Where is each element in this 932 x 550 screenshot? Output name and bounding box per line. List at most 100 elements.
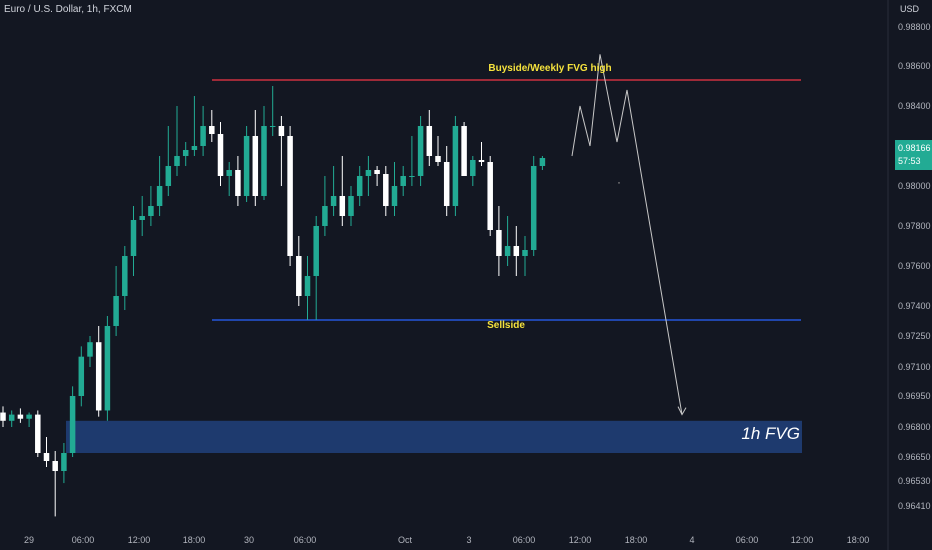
candle-body	[313, 226, 319, 276]
y-tick-label: 0.97600	[898, 261, 931, 271]
candle-body	[504, 246, 511, 256]
current-price-tag[interactable]: 0.98166 57:53	[895, 140, 932, 170]
candle-body	[461, 126, 467, 176]
candle-body	[95, 342, 102, 411]
candle-body	[165, 166, 172, 186]
x-tick-label: 12:00	[128, 535, 151, 545]
candle-body	[139, 216, 145, 220]
candles	[0, 86, 620, 517]
x-tick-label: 29	[24, 535, 34, 545]
y-tick-label: 0.96800	[898, 422, 931, 432]
candle-body	[217, 134, 224, 176]
x-tick-label: 4	[689, 535, 694, 545]
candle-body	[417, 126, 424, 176]
y-tick-label: 0.96650	[898, 452, 931, 462]
x-tick-label: 06:00	[72, 535, 95, 545]
candle-body	[522, 250, 528, 256]
candle-body	[443, 162, 450, 206]
y-tick-label: 0.96950	[898, 391, 931, 401]
y-tick-label: 0.97400	[898, 301, 931, 311]
marker-dot	[618, 182, 620, 184]
fvg-label: 1h FVG	[741, 424, 800, 443]
bar-countdown: 57:53	[898, 156, 921, 166]
x-tick-label: 3	[466, 535, 471, 545]
candle-body	[365, 170, 372, 176]
candle-body	[435, 156, 441, 162]
candle-body	[209, 126, 215, 134]
candle-body	[122, 256, 128, 296]
candle-body	[426, 126, 433, 156]
candle-body	[8, 414, 15, 421]
candle-body	[287, 136, 293, 256]
candle-body	[26, 414, 32, 419]
candle-body	[113, 296, 119, 326]
x-tick-label: 18:00	[625, 535, 648, 545]
sellside-label: Sellside	[487, 320, 525, 331]
candle-body	[539, 158, 546, 166]
candle-body	[278, 126, 285, 136]
candle-body	[339, 196, 346, 216]
candle-body	[513, 246, 520, 256]
currency-label: USD	[900, 4, 920, 14]
candle-body	[52, 461, 58, 471]
x-tick-label: 06:00	[513, 535, 536, 545]
candle-body	[383, 174, 389, 206]
candle-body	[235, 170, 241, 196]
candle-body	[409, 176, 415, 177]
projection-arrowhead	[677, 406, 687, 416]
candle-body	[252, 136, 259, 196]
x-tick-label: 30	[244, 535, 254, 545]
candle-body	[191, 146, 198, 150]
x-tick-label: 12:00	[791, 535, 814, 545]
candle-body	[269, 126, 276, 127]
candle-body	[478, 160, 485, 162]
candle-body	[496, 230, 502, 256]
candle-body	[156, 186, 163, 206]
x-tick-label: 06:00	[736, 535, 759, 545]
y-tick-label: 0.96530	[898, 476, 931, 486]
candle-body	[304, 276, 311, 296]
time-axis[interactable]: 29 06:00 12:00 18:00 30 06:00 Oct 3 06:00 12:00 18…	[24, 535, 869, 545]
x-tick-label: 06:00	[294, 535, 317, 545]
candle-body	[174, 156, 180, 166]
y-tick-label: 0.97250	[898, 331, 931, 341]
candle-body	[470, 160, 476, 176]
candle-body	[330, 196, 337, 206]
candle-body	[530, 166, 537, 250]
candle-body	[391, 186, 398, 206]
y-tick-label: 0.98000	[898, 181, 931, 191]
candle-body	[296, 256, 302, 296]
candle-body	[43, 453, 50, 461]
projection-path	[571, 54, 683, 415]
candle-body	[226, 170, 232, 176]
candle-body	[0, 412, 6, 421]
x-tick-label: 18:00	[183, 535, 206, 545]
candle-body	[35, 414, 41, 453]
symbol-title: Euro / U.S. Dollar, 1h, FXCM	[4, 4, 132, 15]
candle-body	[17, 414, 24, 419]
x-tick-label: 12:00	[569, 535, 592, 545]
candle-body	[348, 196, 354, 216]
candle-body	[356, 176, 363, 196]
buyside-label: Buyside/Weekly FVG high	[488, 63, 612, 74]
x-tick-label: 18:00	[847, 535, 870, 545]
candle-body	[182, 150, 189, 156]
candle-body	[452, 126, 459, 206]
y-tick-label: 0.96410	[898, 501, 931, 511]
current-price-value: 0.98166	[898, 143, 931, 153]
y-tick-label: 0.98800	[898, 22, 931, 32]
fvg-zone	[66, 420, 802, 453]
candle-body	[78, 356, 85, 396]
candle-body	[487, 162, 493, 230]
candle-body	[400, 176, 406, 186]
candle-body	[374, 170, 380, 174]
candle-body	[61, 453, 67, 471]
candle-body	[200, 126, 206, 146]
y-tick-label: 0.97800	[898, 221, 931, 231]
x-tick-label: Oct	[398, 535, 413, 545]
y-tick-label: 0.97100	[898, 362, 931, 372]
candle-body	[243, 136, 250, 196]
y-tick-label: 0.98400	[898, 101, 931, 111]
